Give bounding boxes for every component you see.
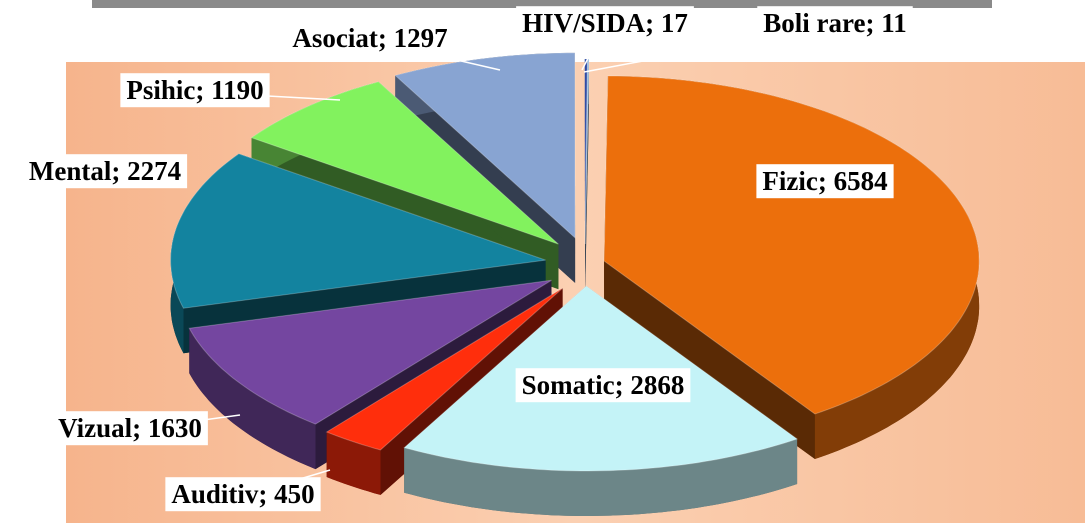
data-label: Asociat; 1297 [292,23,447,53]
label-background [515,368,691,403]
data-label-box: Fizic; 6584 [756,164,894,199]
slice-edge [404,439,798,516]
data-label: Mental; 2274 [29,156,181,186]
slice-wall [585,59,589,289]
data-label: Auditiv; 450 [171,479,314,509]
slice [250,81,559,245]
slice [603,75,980,415]
slice-edge [326,432,381,495]
data-label-box: Auditiv; 450 [165,477,321,512]
data-label: Fizic; 6584 [762,166,887,196]
top-bar [92,0,992,8]
data-label-box: Asociat; 1297 [286,21,454,56]
data-label-box: HIV/SIDA; 17 [516,6,694,41]
data-label: HIV/SIDA; 17 [522,8,688,38]
slice-edge [189,328,316,470]
data-label-box: Boli rare; 11 [757,6,913,41]
slice-wall [604,261,815,459]
data-label-box: Somatic; 2868 [515,368,691,403]
label-background [52,411,208,446]
slice [584,58,588,245]
label-background [516,6,694,41]
slice [325,287,563,451]
label-background [286,21,454,56]
label-background [756,164,894,199]
data-label-box: Psihic; 1190 [120,73,270,108]
label-background [120,73,270,108]
slice [394,52,576,240]
data-label-box: Mental; 2274 [22,154,188,189]
data-label-box: Vizual; 1630 [52,411,208,446]
data-label: Vizual; 1630 [58,413,202,443]
data-label: Psihic; 1190 [126,75,263,105]
label-background [22,154,188,189]
slice [170,153,546,309]
data-label: Boli rare; 11 [763,8,906,38]
label-background [165,477,321,512]
label-background [757,6,913,41]
data-label: Somatic; 2868 [522,370,685,400]
slice [188,279,552,425]
